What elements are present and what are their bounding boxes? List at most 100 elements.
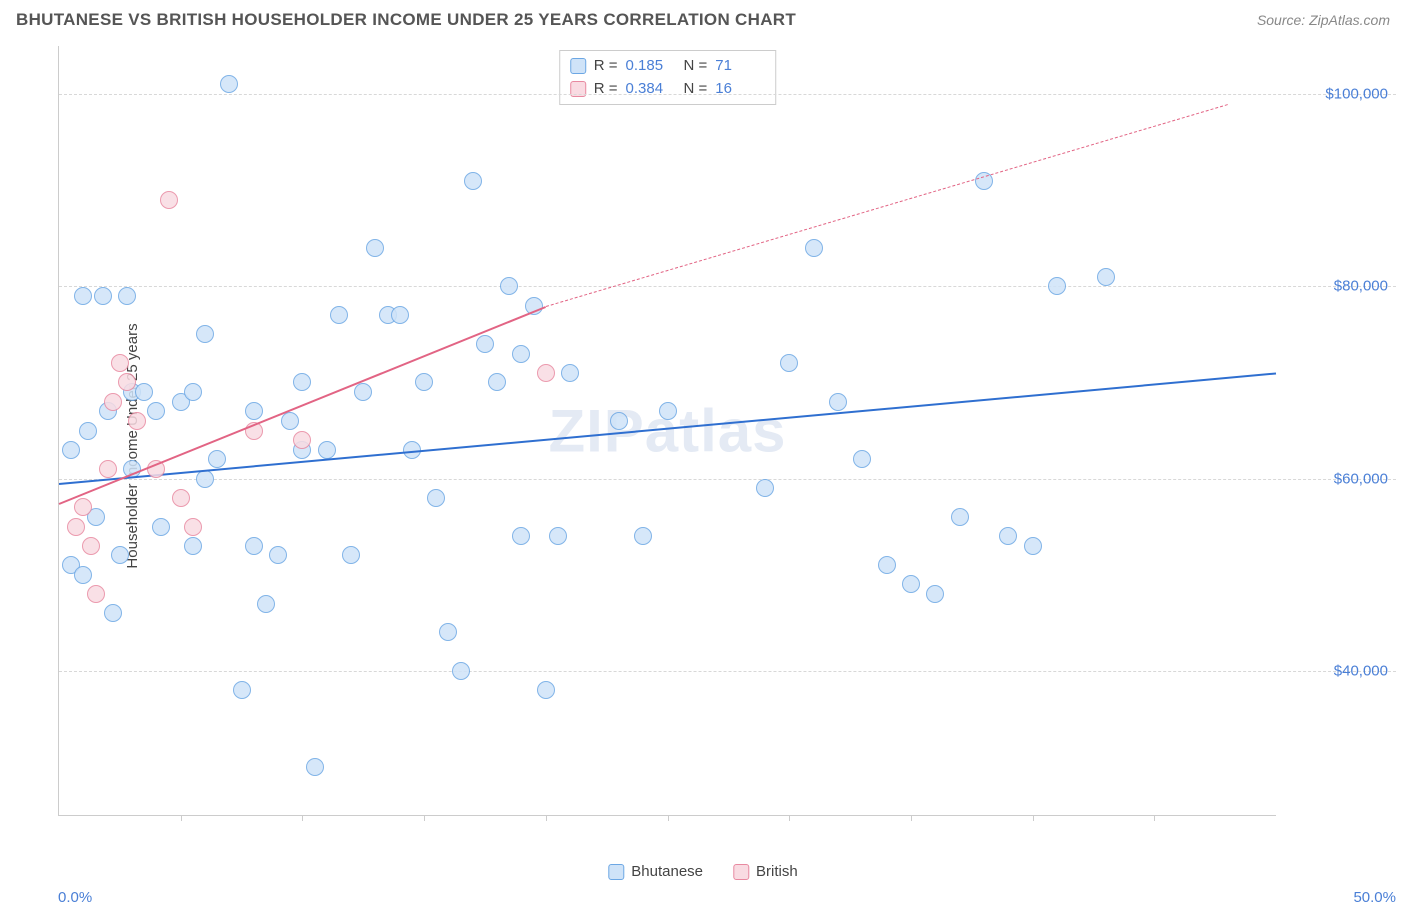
scatter-point — [951, 508, 969, 526]
scatter-point — [111, 354, 129, 372]
stat-r-label: R = — [594, 55, 618, 78]
legend-item: British — [733, 863, 798, 880]
scatter-point — [342, 546, 360, 564]
scatter-point — [549, 527, 567, 545]
scatter-point — [500, 277, 518, 295]
legend-swatch — [608, 864, 624, 880]
scatter-point — [999, 527, 1017, 545]
chart-title: BHUTANESE VS BRITISH HOUSEHOLDER INCOME … — [16, 10, 796, 30]
scatter-point — [74, 566, 92, 584]
x-tick — [668, 815, 669, 821]
scatter-point — [135, 383, 153, 401]
legend-swatch — [570, 58, 586, 74]
scatter-point — [118, 373, 136, 391]
stat-r-label: R = — [594, 78, 618, 101]
legend-label: British — [756, 863, 798, 880]
scatter-point — [245, 537, 263, 555]
scatter-point — [94, 287, 112, 305]
scatter-point — [926, 585, 944, 603]
legend-swatch — [733, 864, 749, 880]
scatter-point — [427, 489, 445, 507]
scatter-point — [281, 412, 299, 430]
scatter-point — [184, 537, 202, 555]
scatter-point — [293, 431, 311, 449]
scatter-point — [512, 527, 530, 545]
scatter-point — [318, 441, 336, 459]
scatter-point — [152, 518, 170, 536]
scatter-point — [464, 172, 482, 190]
x-tick — [424, 815, 425, 821]
scatter-point — [902, 575, 920, 593]
scatter-point — [245, 402, 263, 420]
scatter-point — [659, 402, 677, 420]
scatter-point — [118, 287, 136, 305]
stat-n-label: N = — [684, 78, 708, 101]
stats-legend: R =0.185N =71R =0.384N =16 — [559, 50, 777, 105]
scatter-point — [293, 373, 311, 391]
scatter-point — [829, 393, 847, 411]
trend-line — [59, 306, 547, 505]
scatter-point — [257, 595, 275, 613]
scatter-point — [1097, 268, 1115, 286]
legend-label: Bhutanese — [631, 863, 703, 880]
gridline-h — [59, 671, 1396, 672]
scatter-point — [853, 450, 871, 468]
stat-n-value: 71 — [715, 55, 765, 78]
scatter-point — [537, 681, 555, 699]
stat-r-value: 0.185 — [626, 55, 676, 78]
stats-row: R =0.384N =16 — [570, 78, 766, 101]
scatter-point — [366, 239, 384, 257]
scatter-point — [354, 383, 372, 401]
bottom-legend: Bhutanese British — [608, 863, 797, 880]
scatter-point — [391, 306, 409, 324]
scatter-point — [104, 604, 122, 622]
y-tick-label: $100,000 — [1325, 86, 1388, 103]
legend-item: Bhutanese — [608, 863, 703, 880]
scatter-point — [634, 527, 652, 545]
stat-n-label: N = — [684, 55, 708, 78]
stats-row: R = 0.185 N = 71 — [570, 55, 766, 78]
scatter-point — [561, 364, 579, 382]
scatter-point — [439, 623, 457, 641]
x-tick — [1154, 815, 1155, 821]
x-tick — [1033, 815, 1034, 821]
scatter-point — [330, 306, 348, 324]
stat-n-value: 16 — [715, 78, 765, 101]
chart-container: Householder Income Under 25 years ZIPatl… — [50, 46, 1396, 846]
scatter-point — [269, 546, 287, 564]
scatter-point — [780, 354, 798, 372]
scatter-point — [805, 239, 823, 257]
gridline-h — [59, 479, 1396, 480]
y-tick-label: $60,000 — [1334, 470, 1388, 487]
scatter-point — [87, 585, 105, 603]
scatter-point — [415, 373, 433, 391]
scatter-point — [147, 402, 165, 420]
scatter-point — [306, 758, 324, 776]
scatter-point — [208, 450, 226, 468]
scatter-point — [512, 345, 530, 363]
x-tick — [546, 815, 547, 821]
scatter-point — [74, 498, 92, 516]
scatter-point — [233, 681, 251, 699]
scatter-point — [196, 325, 214, 343]
x-tick — [181, 815, 182, 821]
scatter-point — [488, 373, 506, 391]
scatter-point — [184, 518, 202, 536]
scatter-point — [62, 441, 80, 459]
scatter-point — [82, 537, 100, 555]
x-tick — [789, 815, 790, 821]
trend-line-dashed — [546, 104, 1228, 307]
scatter-point — [878, 556, 896, 574]
scatter-point — [476, 335, 494, 353]
x-tick — [302, 815, 303, 821]
scatter-point — [172, 489, 190, 507]
scatter-point — [99, 460, 117, 478]
scatter-point — [111, 546, 129, 564]
scatter-point — [220, 75, 238, 93]
scatter-point — [67, 518, 85, 536]
scatter-point — [537, 364, 555, 382]
gridline-h — [59, 286, 1396, 287]
scatter-point — [452, 662, 470, 680]
scatter-point — [128, 412, 146, 430]
scatter-point — [160, 191, 178, 209]
